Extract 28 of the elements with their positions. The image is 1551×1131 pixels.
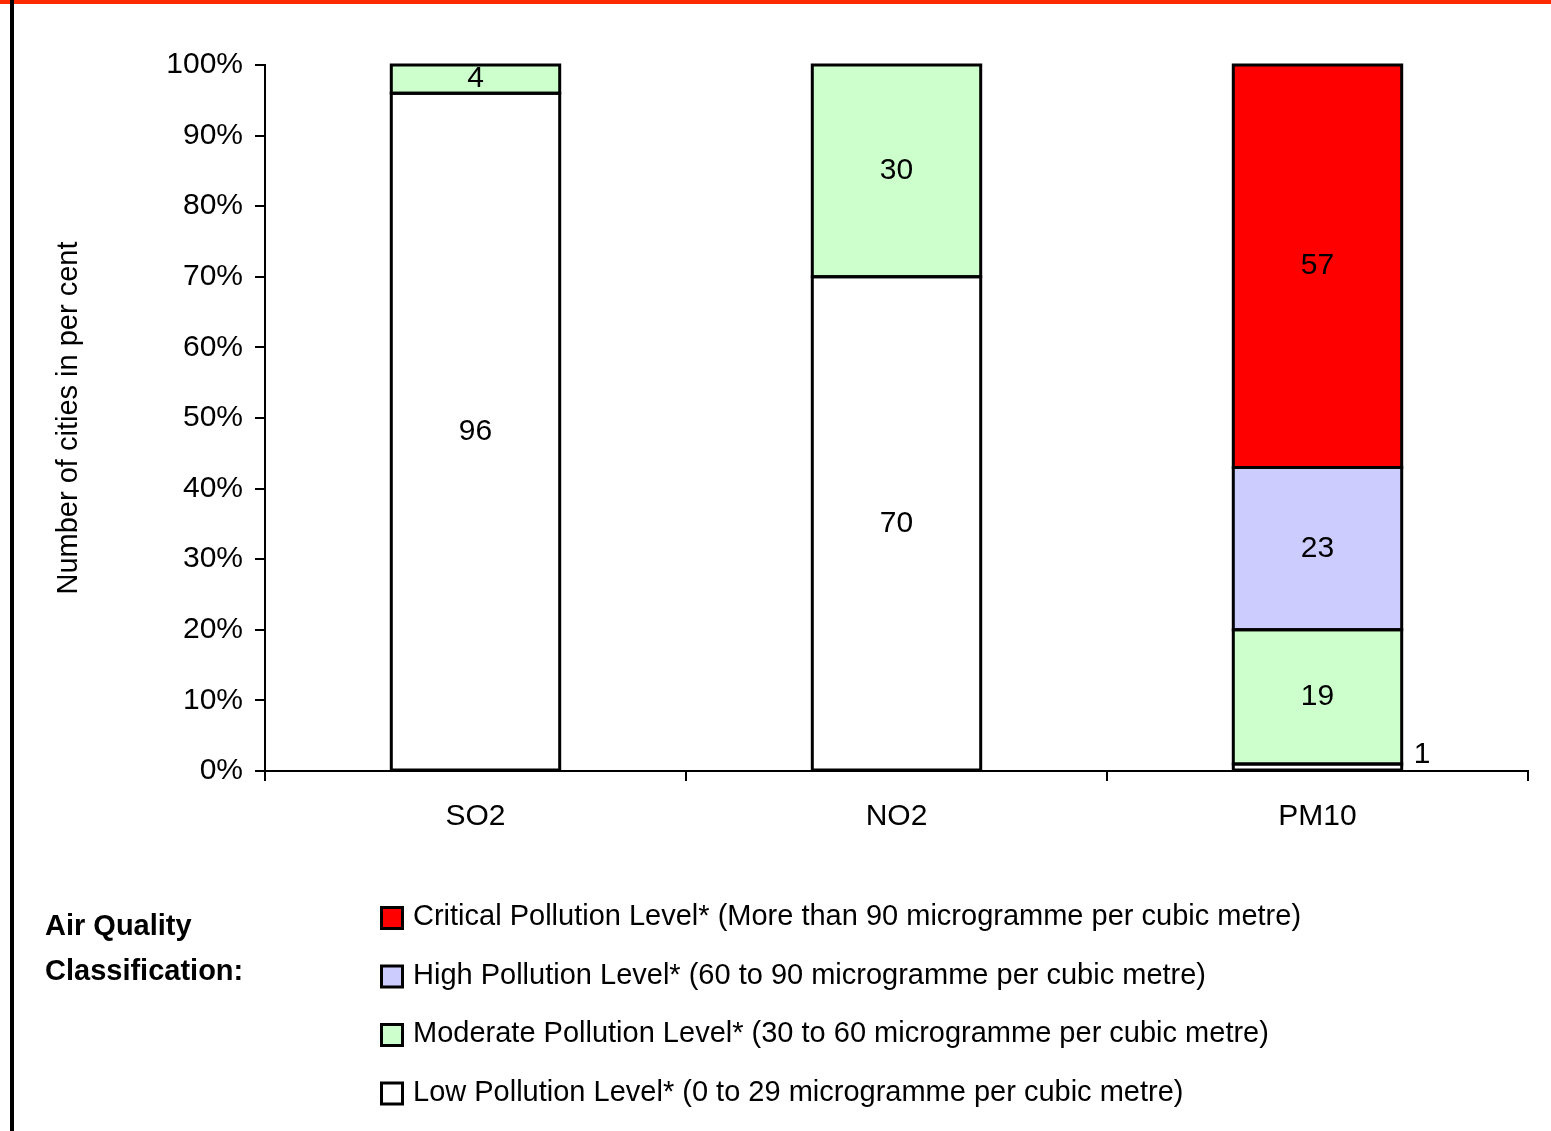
legend-label: High Pollution Level* (60 to 90 microgramme per cubic metre) [413,957,1207,990]
legend-label: Critical Pollution Level* (More than 90 microgramme per cubic metre) [413,899,1302,931]
data-label: 96 [458,412,493,446]
legend-label: Moderate Pollution Level* (30 to 60 microgramme per cubic metre) [413,1016,1269,1048]
y-tick-label: 80% [182,187,243,221]
x-tick-label: PM10 [1278,798,1357,832]
y-tick-label: 30% [182,540,243,574]
data-label: 23 [1300,529,1335,563]
x-tick-label: NO2 [865,798,928,832]
x-tick-label: SO2 [445,798,506,832]
y-tick-label: 60% [182,328,243,362]
data-label: 70 [879,504,914,538]
legend-label: Low Pollution Level* (0 to 29 microgramme per cubic metre) [413,1074,1184,1107]
data-label: 57 [1300,247,1335,281]
y-tick-label: 90% [182,116,243,150]
y-tick-label: 10% [182,681,243,715]
data-label: 1 [1413,736,1431,770]
y-tick-label: 40% [182,469,243,503]
y-tick-label: 0% [199,752,243,786]
data-label: 19 [1300,678,1335,712]
y-tick-label: 50% [182,399,243,433]
data-label: 4 [467,60,484,94]
data-label: 30 [879,152,914,186]
y-tick-label: 20% [182,611,243,645]
y-tick-label: 100% [166,46,243,80]
y-tick-label: 70% [182,258,243,292]
legend-title: Air Quality Classification: [45,909,244,986]
y-axis-title: Number of cities in per cent [51,241,84,595]
